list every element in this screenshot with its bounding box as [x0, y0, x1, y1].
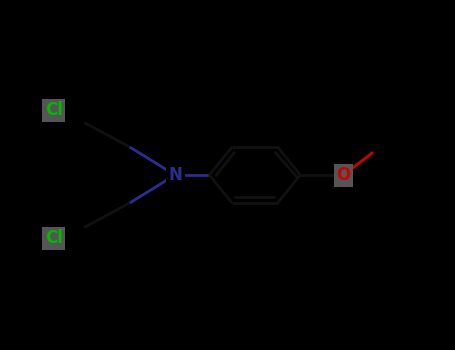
Text: Cl: Cl [45, 229, 63, 247]
Text: O: O [336, 166, 351, 184]
Text: N: N [168, 166, 182, 184]
Text: Cl: Cl [45, 101, 63, 119]
